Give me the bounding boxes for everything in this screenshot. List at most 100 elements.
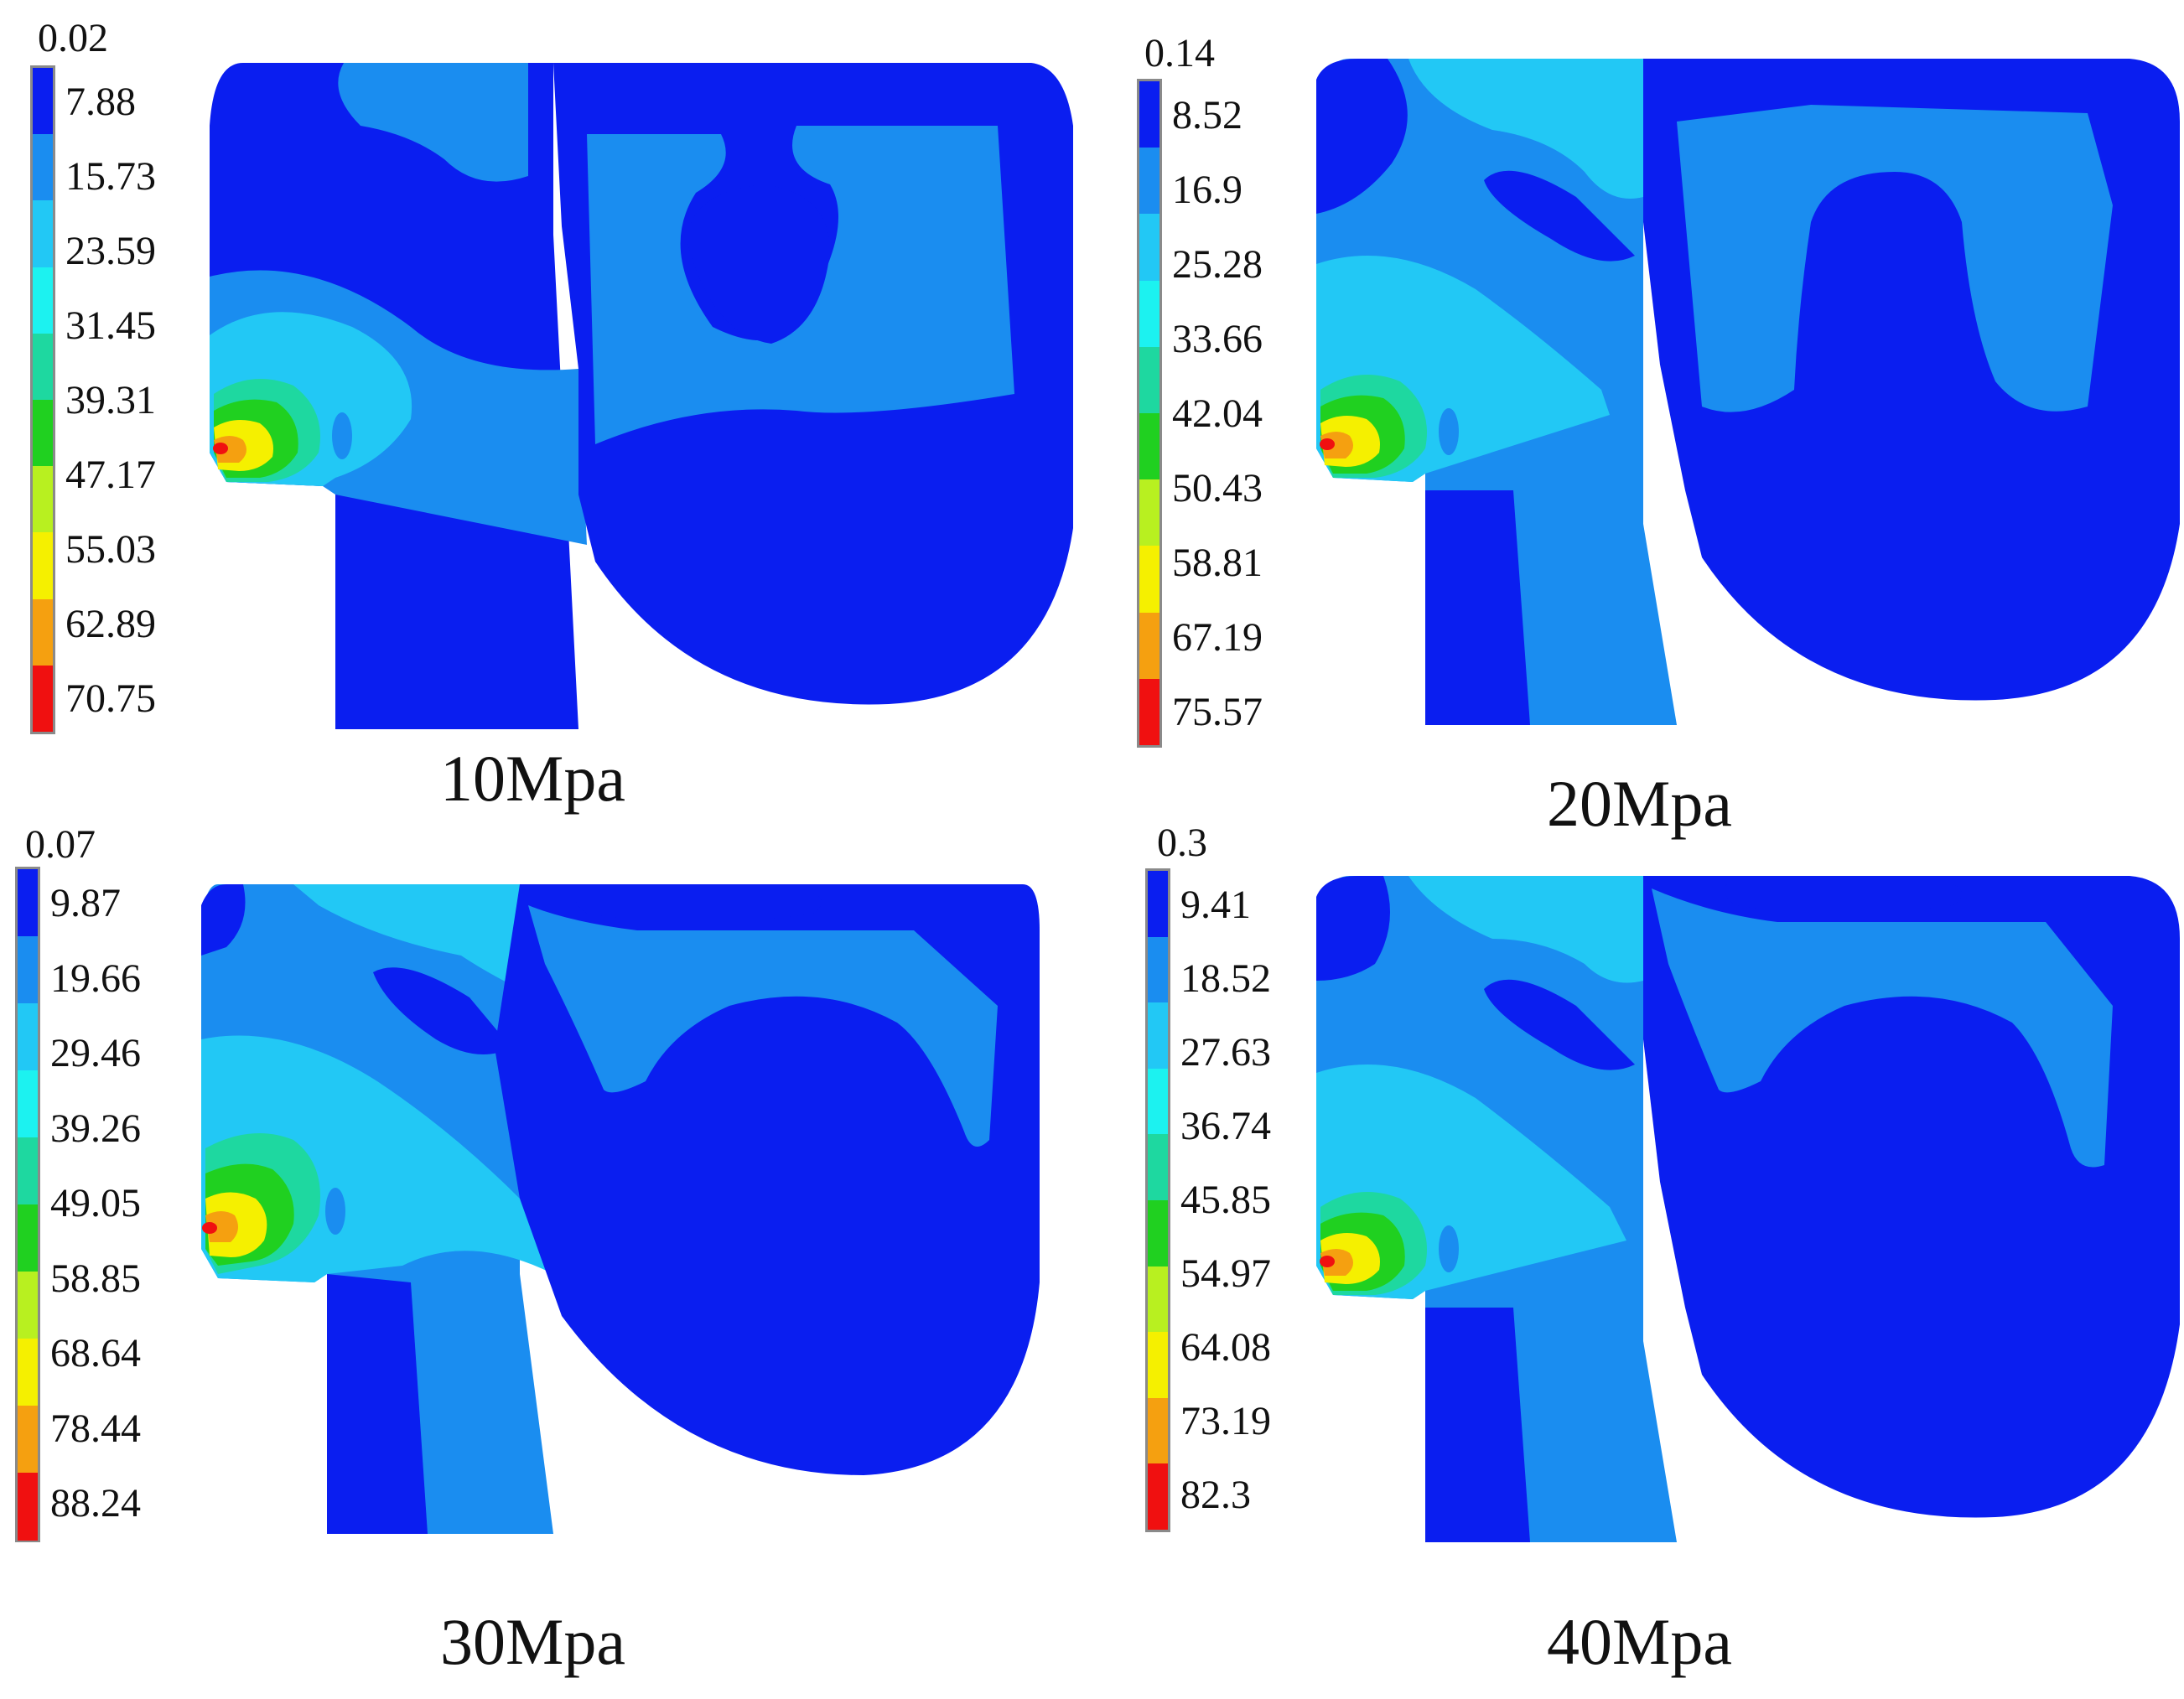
legend-label: 27.63 [1180,1030,1271,1075]
legend-swatch [33,200,53,268]
stress-contour-plot [1316,876,2180,1542]
panel-caption: 40Mpa [1547,1605,1732,1678]
legend-swatch [18,1204,38,1272]
left-part-region-orange [214,436,246,463]
legend-swatch [18,1272,38,1339]
left-part-region-orange [1320,1249,1353,1276]
legend-label: 39.31 [65,378,156,422]
legend-label: 64.08 [1180,1325,1271,1370]
legend-swatch [1148,1332,1168,1399]
panel-10mpa: 0.02 7.88 15.73 23.59 31.45 39.31 47.17 55.03 6… [0,0,1090,838]
legend-label: 47.17 [65,453,156,497]
legend-label: 88.24 [50,1481,141,1525]
legend-label: 29.46 [50,1031,141,1075]
left-part-region-orange [205,1211,238,1242]
right-part-region-mid [587,126,1014,444]
legend-swatch [33,598,53,666]
legend-swatch [33,665,53,733]
legend-swatch [1148,1068,1168,1135]
left-part-region-orange [1320,432,1353,458]
legend-min-value: 0.02 [38,16,108,60]
stress-contour-plot [201,884,1040,1534]
panel-20mpa: 0.14 8.52 16.9 25.28 33.66 42.04 50.43 58.81 67… [1107,0,2184,838]
legend-swatch [1139,546,1159,614]
legend-swatch [18,869,38,937]
color-legend-bar [1145,868,1170,1532]
legend-swatch [1139,612,1159,680]
legend-label: 55.03 [65,527,156,572]
legend-swatch [1139,148,1159,215]
legend-label: 58.85 [50,1256,141,1301]
left-part-slot [1484,170,1635,262]
legend-label: 73.19 [1180,1399,1271,1443]
legend-swatch [1148,1002,1168,1070]
left-part-hole [1439,1225,1459,1272]
legend-label: 16.9 [1172,168,1242,212]
left-part-region-deep-top [1316,876,1390,981]
left-part-region-cyan-top [1408,876,1643,983]
right-part-top-slot [575,893,822,922]
legend-label: 82.3 [1180,1473,1251,1517]
legend-swatch [33,466,53,533]
legend-label: 45.85 [1180,1178,1271,1222]
legend-label: 31.45 [65,303,156,348]
legend-swatch [1139,214,1159,282]
legend-swatch [33,134,53,201]
legend-label: 15.73 [65,154,156,199]
stress-contour-plot [210,63,1073,729]
legend-label: 49.05 [50,1181,141,1225]
legend-label: 18.52 [1180,956,1271,1001]
legend-swatch [1148,1397,1168,1464]
legend-swatch [1148,1463,1168,1531]
legend-label: 58.81 [1172,541,1263,585]
left-part-region-cyan-top [293,884,520,989]
legend-swatch [33,532,53,600]
legend-swatch [1139,280,1159,348]
legend-swatch [18,1070,38,1138]
legend-label: 23.59 [65,229,156,273]
stress-peak-red [1320,1256,1335,1267]
legend-min-value: 0.3 [1157,821,1207,865]
right-part-top-slot [1724,884,1962,914]
legend-swatch [1139,678,1159,746]
legend-label: 68.64 [50,1331,141,1375]
legend-swatch [18,936,38,1004]
legend-swatch [33,400,53,467]
legend-swatch [18,1137,38,1205]
legend-swatch [1148,871,1168,938]
legend-label: 75.57 [1172,690,1263,734]
left-part-region-deep-corner [201,884,246,956]
legend-label: 19.66 [50,956,141,1001]
legend-label: 54.97 [1180,1251,1271,1296]
left-part-region-cyan-top [1408,59,1643,199]
legend-swatch [18,1473,38,1541]
right-part-region-mid [1652,888,2113,1168]
left-part-region-top-mid [338,63,528,182]
right-part-region-mid [1677,105,2113,412]
legend-label: 50.43 [1172,466,1263,510]
color-legend-bar [1137,79,1162,748]
legend-label: 9.87 [50,881,121,925]
legend-swatch [1139,479,1159,546]
legend-swatch [1148,1134,1168,1201]
left-part-region-deep-top [1316,59,1408,214]
panel-40mpa: 0.3 9.41 18.52 27.63 36.74 45.85 54.97 64.08 73… [1107,813,2184,1699]
legend-swatch [33,267,53,334]
legend-label: 70.75 [65,676,156,721]
panel-caption: 20Mpa [1547,767,1732,840]
stress-peak-red [213,443,228,454]
left-part-slot [1484,979,1635,1070]
legend-swatch [1148,1200,1168,1267]
stress-peak-red [202,1222,217,1234]
legend-label: 62.89 [65,602,156,646]
legend-swatch [18,1406,38,1474]
left-part-hole [332,412,352,459]
left-part-shank-deep [327,1274,428,1534]
left-part-shank-deep [1425,1308,1530,1542]
left-part-hole [325,1188,345,1235]
legend-label: 33.66 [1172,317,1263,361]
panel-caption: 30Mpa [440,1605,625,1678]
legend-label: 9.41 [1180,883,1251,927]
legend-min-value: 0.07 [25,822,96,867]
right-part-region-mid [528,905,998,1147]
